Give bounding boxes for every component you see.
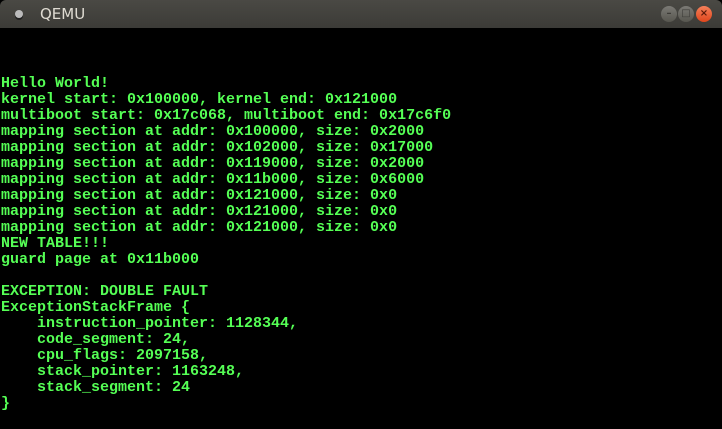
console-line: mapping section at addr: 0x102000, size:… xyxy=(1,139,434,156)
console-line: mapping section at addr: 0x100000, size:… xyxy=(1,123,425,140)
console-line: mapping section at addr: 0x121000, size:… xyxy=(1,203,398,220)
vm-display[interactable]: Hello World! kernel start: 0x100000, kern… xyxy=(0,28,722,429)
minimize-icon[interactable]: – xyxy=(661,6,677,22)
console-line: } xyxy=(1,395,11,412)
console-line: Hello World! xyxy=(1,75,110,92)
console-line: mapping section at addr: 0x119000, size:… xyxy=(1,155,425,172)
maximize-icon[interactable]: □ xyxy=(678,6,694,22)
console-line: instruction_pointer: 1128344, xyxy=(1,315,299,332)
console-line: guard page at 0x11b000 xyxy=(1,251,200,268)
console-line: NEW TABLE!!! xyxy=(1,235,110,252)
close-icon[interactable]: × xyxy=(696,6,712,22)
console-line: stack_segment: 24 xyxy=(1,379,191,396)
console-line xyxy=(1,268,451,284)
console-line: ExceptionStackFrame { xyxy=(1,299,191,316)
console-output: Hello World! kernel start: 0x100000, kern… xyxy=(1,76,451,412)
console-line: kernel start: 0x100000, kernel end: 0x12… xyxy=(1,91,398,108)
console-line: code_segment: 24, xyxy=(1,331,191,348)
console-line: stack_pointer: 1163248, xyxy=(1,363,245,380)
title-bar[interactable]: QEMU – □ × xyxy=(0,0,722,28)
window-title: QEMU xyxy=(40,5,86,23)
console-line: mapping section at addr: 0x121000, size:… xyxy=(1,219,398,236)
qemu-app-icon xyxy=(15,10,23,18)
console-line: cpu_flags: 2097158, xyxy=(1,347,209,364)
console-line: mapping section at addr: 0x11b000, size:… xyxy=(1,171,425,188)
console-line: EXCEPTION: DOUBLE FAULT xyxy=(1,283,209,300)
console-line: mapping section at addr: 0x121000, size:… xyxy=(1,187,398,204)
console-line: multiboot start: 0x17c068, multiboot end… xyxy=(1,107,452,124)
